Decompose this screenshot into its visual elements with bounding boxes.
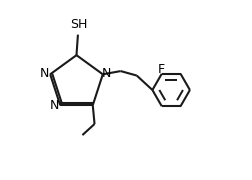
- Text: SH: SH: [70, 18, 87, 32]
- Text: N: N: [102, 67, 111, 80]
- Text: N: N: [50, 99, 59, 112]
- Text: F: F: [157, 63, 164, 76]
- Text: N: N: [40, 68, 49, 80]
